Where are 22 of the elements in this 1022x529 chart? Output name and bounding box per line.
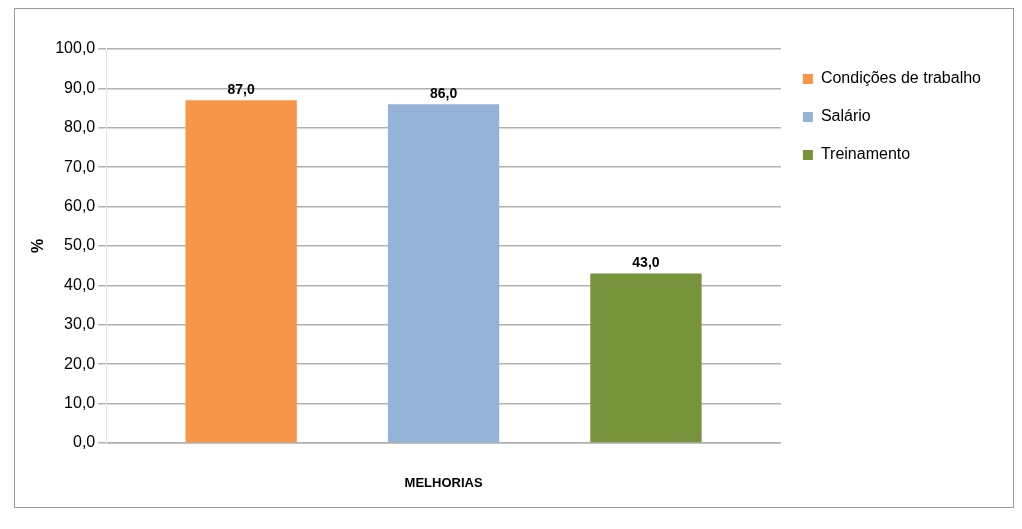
y-tick-label: 30,0 <box>64 315 96 333</box>
y-tick-label: 80,0 <box>64 118 96 136</box>
data-label: 86,0 <box>429 85 458 102</box>
bar <box>590 273 702 443</box>
bar <box>185 100 297 443</box>
y-tick-label: 100,0 <box>55 39 96 57</box>
legend-label: Salário <box>820 107 871 125</box>
y-tick-label: 50,0 <box>64 236 96 254</box>
data-label: 87,0 <box>227 81 256 98</box>
y-tick-label: 60,0 <box>64 197 96 215</box>
y-tick-label: 20,0 <box>64 354 96 372</box>
data-label: 43,0 <box>632 254 660 271</box>
bar <box>387 104 500 443</box>
y-axis-title: % <box>29 238 47 254</box>
y-tick-label: 0,0 <box>72 433 96 451</box>
y-tick-label: 70,0 <box>64 157 96 175</box>
y-tick-label: 90,0 <box>64 78 96 96</box>
legend-label: Condições de trabalho <box>820 69 982 87</box>
legend-label: Treinamento <box>820 145 911 163</box>
y-tick-label: 10,0 <box>64 394 96 412</box>
y-tick-label: 40,0 <box>64 275 96 293</box>
x-axis-title: MELHORIAS <box>404 474 483 490</box>
